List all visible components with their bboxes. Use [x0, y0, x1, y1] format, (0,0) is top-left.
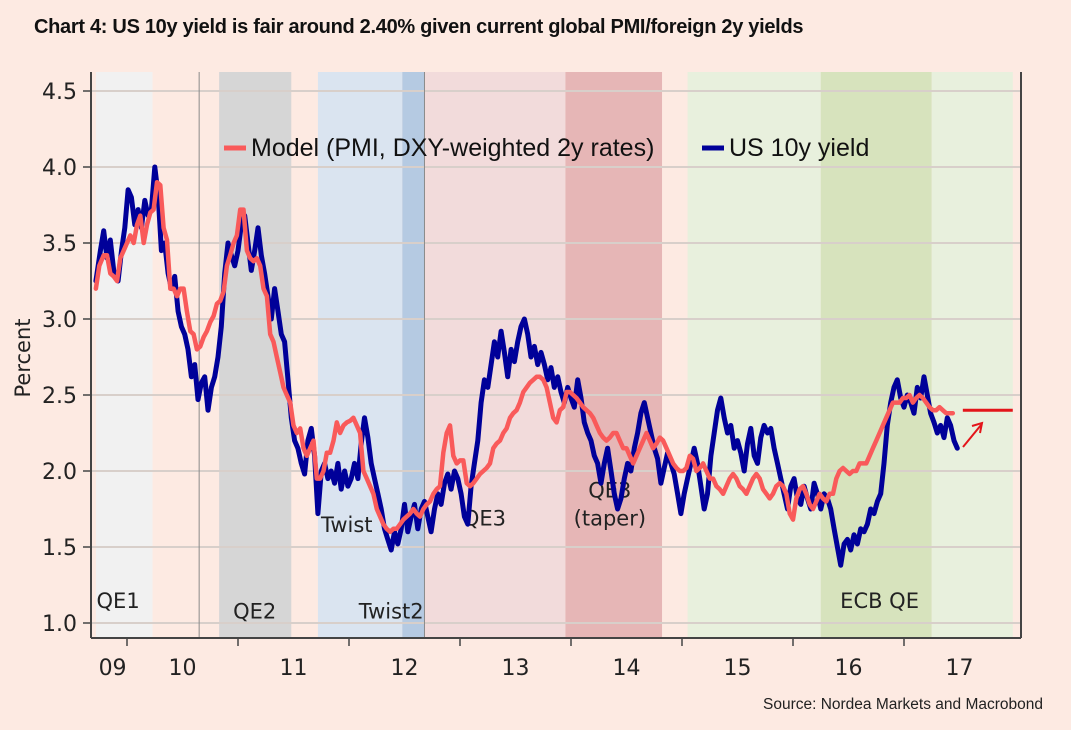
- band-label-line: Twist: [320, 513, 373, 537]
- x-tick-label: 13: [502, 656, 530, 681]
- y-axis-label: Percent: [11, 318, 35, 397]
- source-note: Source: Nordea Markets and Macrobond: [762, 696, 1043, 713]
- band-label-line: ECB QE: [840, 589, 919, 613]
- x-tick-label: 15: [724, 656, 752, 681]
- band-label-line: Twist2: [358, 599, 424, 623]
- band-label-line: (taper): [574, 507, 646, 531]
- y-tick-label: 4.5: [42, 80, 77, 105]
- band-shade-8: [931, 72, 1013, 638]
- y-tick-label: 2.5: [42, 384, 77, 409]
- x-tick-label: 09: [99, 656, 127, 681]
- y-tick-label: 1.0: [42, 612, 77, 637]
- band-twist2: [402, 72, 425, 638]
- band-label: QE3 (taper): [574, 479, 646, 531]
- x-tick-label: 11: [280, 656, 308, 681]
- y-tick-label: 3.5: [42, 232, 77, 257]
- band-label: QE1: [97, 589, 140, 613]
- y-tick-label: 1.5: [42, 536, 77, 561]
- band-label-line: QE2: [233, 599, 276, 623]
- x-tick-label: 10: [169, 656, 197, 681]
- legend: Model (PMI, DXY-weighted 2y rates) US 10y…: [224, 134, 869, 162]
- y-tick-label: 4.0: [42, 156, 77, 181]
- series-lines: [93, 164, 960, 568]
- series-us-10y-yield: [93, 164, 960, 568]
- axes: 1.0 1.5 2.0 2.5 3.0 3.5 4.0 4.5 09 10 11 12 13 14 15 16…: [42, 72, 1022, 681]
- x-tick-label: 12: [391, 656, 419, 681]
- y-tick-label: 2.0: [42, 460, 77, 485]
- band-label: Twist2: [358, 599, 424, 623]
- x-tick-label: 17: [946, 656, 974, 681]
- chart-title: Chart 4: US 10y yield is fair around 2.4…: [34, 16, 804, 38]
- x-tick-label: 14: [613, 656, 641, 681]
- band-label: Twist: [320, 513, 373, 537]
- band-qe1: [95, 72, 153, 638]
- band-label-line: QE1: [97, 589, 140, 613]
- x-tick-label: 16: [835, 656, 863, 681]
- legend-label-model: Model (PMI, DXY-weighted 2y rates): [251, 134, 654, 162]
- arrow-head-icon: [971, 421, 984, 434]
- band-label: QE2: [233, 599, 276, 623]
- band-label: ECB QE: [840, 589, 919, 613]
- arrow-up-right-icon: [962, 424, 982, 448]
- legend-label-us-10y-yield: US 10y yield: [729, 134, 869, 162]
- fair-value-annotation: [962, 408, 1013, 448]
- y-tick-label: 3.0: [42, 308, 77, 333]
- vertical-markers: [198, 72, 425, 638]
- series-model: [93, 179, 956, 535]
